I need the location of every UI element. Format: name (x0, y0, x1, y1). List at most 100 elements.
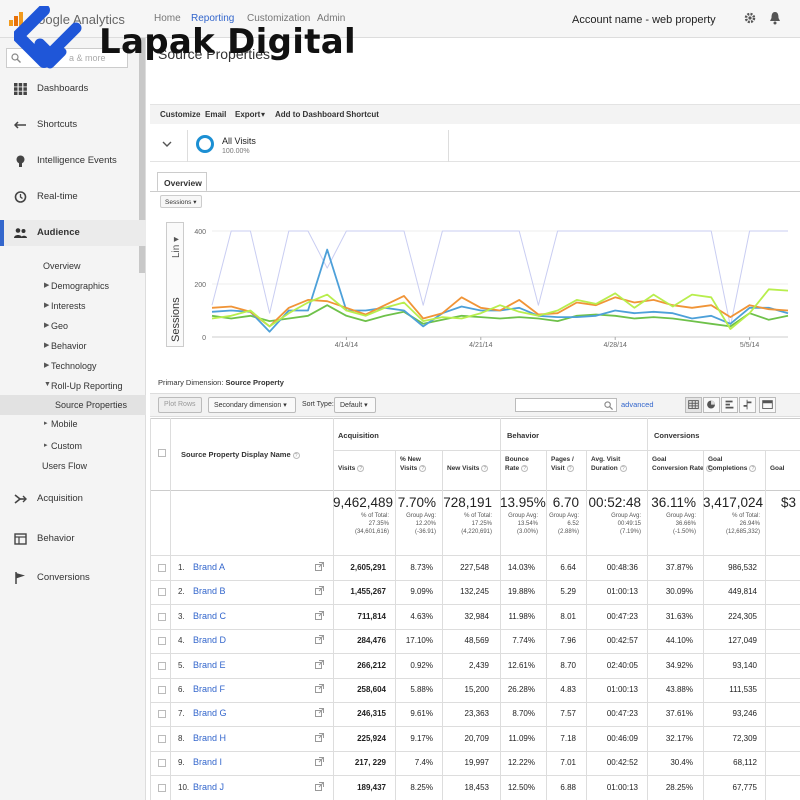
sidebar-sub-demographics[interactable]: ▶ Demographics (0, 276, 146, 296)
row-checkbox[interactable] (158, 783, 166, 792)
sidebar-item-dashboards[interactable]: Dashboards (0, 76, 146, 102)
table-row[interactable]: 4. Brand D 284,476 17.10% 48,569 7.74% 7.96 00:… (150, 629, 800, 653)
open-link-icon[interactable] (315, 757, 324, 767)
help-icon[interactable]: ? (619, 464, 627, 472)
advanced-filter-link[interactable]: advanced (621, 400, 654, 409)
help-icon[interactable]: ? (749, 464, 757, 472)
sidebar-sub-users-flow[interactable]: Users Flow (0, 456, 146, 476)
sidebar-item-real-time[interactable]: Real-time (0, 184, 146, 210)
sidebar-item-behavior[interactable]: Behavior (0, 526, 146, 552)
source-property-link[interactable]: Brand E (193, 659, 226, 670)
sidebar-item-shortcuts[interactable]: Shortcuts (0, 112, 146, 138)
open-link-icon[interactable] (315, 659, 324, 669)
secondary-dimension-select[interactable]: Secondary dimension ▾ (208, 397, 296, 413)
sidebar-sub-technology[interactable]: ▶ Technology (0, 356, 146, 376)
plot-rows-button[interactable]: Plot Rows (158, 397, 202, 413)
shortcut-button[interactable]: Shortcut (346, 110, 379, 119)
col-header-bounce-rate[interactable]: Bounce Rate? (505, 455, 529, 473)
table-row[interactable]: 3. Brand C 711,814 4.63% 32,984 11.98% 8.01 00:… (150, 605, 800, 629)
open-link-icon[interactable] (315, 610, 324, 620)
sidebar-sub-source-properties[interactable]: Source Properties (0, 395, 146, 415)
open-link-icon[interactable] (315, 562, 324, 571)
col-header-pages-per-visit[interactable]: Pages / Visit? (551, 455, 574, 473)
nav-reporting[interactable]: Reporting (191, 13, 235, 24)
open-link-icon[interactable] (315, 684, 324, 693)
sort-type-select[interactable]: Default ▾ (334, 397, 376, 413)
table-row[interactable]: 9. Brand I 217, 229 7.4% 19,997 12.22% 7.01 00:… (150, 751, 800, 775)
row-checkbox[interactable] (158, 710, 166, 719)
search-icon[interactable] (604, 401, 613, 410)
table-row[interactable]: 8. Brand H 225,924 9.17% 20,709 11.09% 7.18 00:… (150, 727, 800, 751)
row-checkbox[interactable] (158, 612, 166, 621)
sidebar-sub-overview[interactable]: Overview (0, 256, 146, 276)
help-icon[interactable]: ? (419, 464, 427, 472)
open-link-icon[interactable] (315, 732, 324, 742)
table-filter-input[interactable] (515, 398, 617, 412)
customize-button[interactable]: Customize (160, 110, 201, 119)
nav-customization[interactable]: Customization (247, 13, 311, 24)
sidebar-scrollbar[interactable] (139, 38, 145, 273)
col-header-goal-conversion-rate[interactable]: Goal Conversion Rate? (652, 455, 713, 473)
col-header-avg-visit-duration[interactable]: Avg. Visit Duration? (591, 455, 627, 473)
sidebar-sub-geo[interactable]: ▶ Geo (0, 316, 146, 336)
help-icon[interactable]: ? (705, 464, 713, 472)
pivot-view-icon[interactable] (759, 397, 776, 413)
sidebar-sub-roll-up-reporting[interactable]: ▼ Roll-Up Reporting (0, 376, 146, 396)
row-checkbox[interactable] (158, 637, 166, 646)
row-checkbox[interactable] (158, 759, 166, 768)
table-row[interactable]: 1. Brand A 2,605,291 8.73% 227,548 14.03% 6.64… (150, 556, 800, 580)
col-header-name[interactable]: Source Property Display Name? (181, 450, 300, 459)
sidebar-sub-mobile[interactable]: ▸ Mobile (0, 414, 146, 434)
table-row[interactable]: 6. Brand F 258,604 5.88% 15,200 26.28% 4.83 01:… (150, 678, 800, 702)
row-checkbox[interactable] (158, 588, 166, 597)
sidebar-sub-interests[interactable]: ▶ Interests (0, 296, 146, 316)
account-selector[interactable]: Account name - web property (572, 14, 716, 26)
export-button[interactable]: Export (235, 110, 261, 119)
open-link-icon[interactable] (315, 635, 324, 645)
col-header-visits[interactable]: Visits? (338, 464, 365, 473)
col-header-goal-completions[interactable]: Goal Completions? (708, 455, 757, 473)
source-property-link[interactable]: Brand G (193, 708, 227, 719)
row-checkbox[interactable] (158, 734, 166, 743)
chevron-down-icon[interactable] (162, 140, 172, 148)
col-header-new-visits[interactable]: New Visits? (447, 464, 489, 473)
source-property-link[interactable]: Brand A (193, 562, 226, 572)
help-icon[interactable]: ? (481, 464, 489, 472)
sidebar-sub-custom[interactable]: ▸ Custom (0, 436, 146, 456)
source-property-link[interactable]: Brand I (193, 757, 223, 768)
source-property-link[interactable]: Brand D (193, 635, 227, 646)
open-link-icon[interactable] (315, 781, 324, 791)
help-icon[interactable]: ? (566, 464, 574, 472)
sidebar-item-audience[interactable]: Audience (0, 220, 146, 246)
open-link-icon[interactable] (315, 586, 324, 596)
add-to-dashboard-button[interactable]: Add to Dashboard (275, 110, 345, 119)
sidebar-item-conversions[interactable]: Conversions (0, 565, 146, 591)
source-property-link[interactable]: Brand J (193, 781, 225, 792)
sidebar-sub-behavior[interactable]: ▶ Behavior (0, 336, 146, 356)
source-property-link[interactable]: Brand C (193, 610, 227, 621)
tab-overview[interactable]: Overview (157, 172, 207, 192)
help-icon[interactable]: ? (521, 464, 529, 472)
table-row[interactable]: 5. Brand E 266,212 0.92% 2,439 12.61% 8.70 02:4… (150, 654, 800, 678)
help-icon[interactable]: ? (292, 451, 300, 459)
row-checkbox[interactable] (158, 564, 166, 572)
source-property-link[interactable]: Brand B (193, 586, 226, 597)
row-checkbox[interactable] (158, 686, 166, 694)
nav-admin[interactable]: Admin (317, 13, 346, 24)
metric-selector[interactable]: Sessions ▾ (160, 195, 202, 208)
open-link-icon[interactable] (315, 708, 324, 718)
sidebar-item-intelligence-events[interactable]: Intelligence Events (0, 148, 146, 174)
table-view-icon[interactable] (685, 397, 702, 413)
row-checkbox[interactable] (158, 661, 166, 670)
sidebar-item-acquisition[interactable]: Acquisition (0, 486, 146, 512)
nav-home[interactable]: Home (154, 13, 181, 24)
source-property-link[interactable]: Brand H (193, 732, 227, 743)
export-dropdown-icon[interactable]: ▾ (261, 110, 266, 119)
pie-view-icon[interactable] (703, 397, 720, 413)
table-row[interactable]: 7. Brand G 246,315 9.61% 23,363 8.70% 7.57 00:4… (150, 702, 800, 726)
email-button[interactable]: Email (205, 110, 227, 119)
primary-dimension-value[interactable]: Source Property (225, 378, 284, 387)
segment-card[interactable]: All Visits 100.00% (187, 130, 449, 162)
comparison-view-icon[interactable] (739, 397, 756, 413)
table-row[interactable]: 10. Brand J 189,437 8.25% 18,453 12.50% 6.88 01… (150, 776, 800, 800)
